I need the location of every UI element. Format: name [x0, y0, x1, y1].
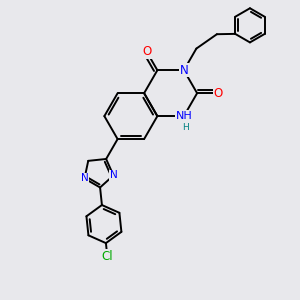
Text: Cl: Cl	[101, 250, 113, 263]
Text: H: H	[182, 123, 189, 132]
Text: N: N	[110, 170, 117, 180]
Text: O: O	[214, 87, 223, 100]
Text: N: N	[179, 64, 188, 77]
Text: N: N	[81, 173, 88, 184]
Text: NH: NH	[176, 111, 192, 121]
Text: O: O	[142, 45, 152, 58]
